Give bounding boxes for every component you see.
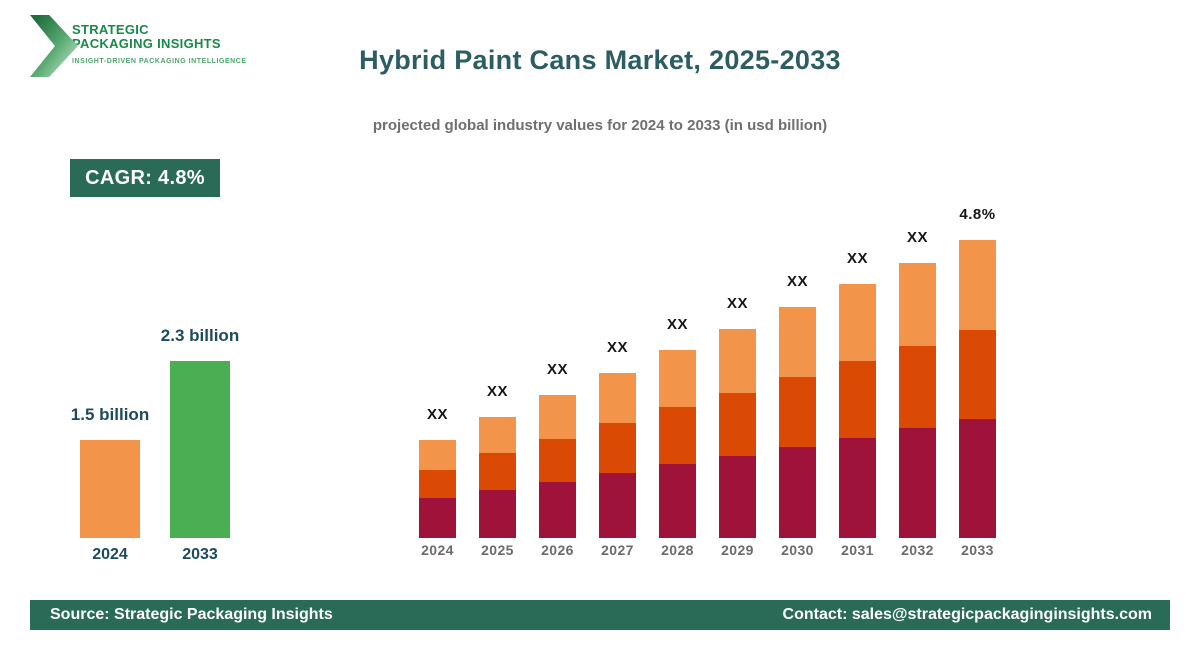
stacked-bar-2032-segment-middle <box>899 346 936 428</box>
stacked-bar-2032-segment-top <box>899 263 936 346</box>
stacked-bar-2030-segment-top <box>779 307 816 377</box>
mini-bar-2024 <box>80 440 140 538</box>
stacked-bar-2031-segment-top <box>839 284 876 361</box>
stacked-bar-2031-segment-middle <box>839 361 876 438</box>
stacked-bar-label-2032: XX <box>906 229 928 246</box>
stacked-bar-2033-segment-bottom <box>959 419 996 538</box>
stacked-bar-label-2033: 4.8% <box>959 206 996 223</box>
stacked-bar-label-2026: XX <box>546 361 568 378</box>
stacked-bar-2032-segment-bottom <box>899 428 936 538</box>
mini-bar-year-2033: 2033 <box>182 546 218 563</box>
footer-source: Source: Strategic Packaging Insights <box>50 606 333 623</box>
stacked-bar-label-2029: XX <box>726 295 748 312</box>
stacked-bar-2028-segment-bottom <box>659 464 696 538</box>
stacked-bar-2025-segment-middle <box>479 453 516 490</box>
mini-bar-value-2033: 2.3 billion <box>160 326 240 345</box>
brand-tagline: INSIGHT-DRIVEN PACKAGING INTELLIGENCE <box>72 58 247 65</box>
stacked-bar-2027-segment-bottom <box>599 473 636 538</box>
stacked-bar-year-2031: 2031 <box>841 542 874 558</box>
stacked-bar-2029-segment-middle <box>719 393 756 456</box>
footer-bar: Source: Strategic Packaging Insights Con… <box>30 600 1170 630</box>
stacked-bar-year-2027: 2027 <box>601 542 634 558</box>
brand-logo-text: STRATEGIC PACKAGING INSIGHTS INSIGHT-DRI… <box>72 12 247 66</box>
cagr-badge: CAGR: 4.8% <box>70 159 220 197</box>
stacked-bar-2029-segment-bottom <box>719 456 756 538</box>
brand-name-line1: STRATEGIC <box>72 22 149 37</box>
stacked-bar-2030-segment-middle <box>779 377 816 447</box>
stacked-bar-2028-segment-middle <box>659 407 696 464</box>
stacked-bar-2031-segment-bottom <box>839 438 876 538</box>
footer-contact: Contact: sales@strategicpackaginginsight… <box>782 606 1152 623</box>
stacked-bar-year-2032: 2032 <box>901 542 934 558</box>
stacked-bar-2026-segment-bottom <box>539 482 576 538</box>
stacked-bar-2024-segment-top <box>419 440 456 470</box>
stacked-bar-2025-segment-bottom <box>479 490 516 538</box>
stacked-bar-2026-segment-top <box>539 395 576 439</box>
stacked-bar-2025-segment-top <box>479 417 516 453</box>
page-subtitle: projected global industry values for 202… <box>372 117 828 134</box>
stacked-bar-2024-segment-bottom <box>419 498 456 538</box>
stacked-bar-2027-segment-middle <box>599 423 636 473</box>
stacked-bar-year-2025: 2025 <box>481 542 514 558</box>
stacked-bar-2033-segment-top <box>959 240 996 330</box>
stacked-bar-label-2027: XX <box>606 339 628 356</box>
stacked-bar-label-2028: XX <box>666 316 688 333</box>
stacked-bar-label-2025: XX <box>486 383 508 400</box>
stacked-bar-year-2024: 2024 <box>421 542 454 558</box>
stacked-bar-year-2030: 2030 <box>781 542 814 558</box>
stacked-bar-2026-segment-middle <box>539 439 576 482</box>
brand-name-line2: PACKAGING INSIGHTS <box>72 36 221 51</box>
stacked-bar-2028-segment-top <box>659 350 696 407</box>
stacked-bar-year-2028: 2028 <box>661 542 694 558</box>
stacked-bar-year-2029: 2029 <box>721 542 754 558</box>
mini-bar-year-2024: 2024 <box>92 546 128 563</box>
stacked-bar-year-2033: 2033 <box>961 542 994 558</box>
stacked-bar-2033-segment-middle <box>959 330 996 419</box>
stacked-bar-label-2031: XX <box>846 250 868 267</box>
stacked-bar-2029-segment-top <box>719 329 756 393</box>
stacked-bar-2030-segment-bottom <box>779 447 816 538</box>
mini-bar-value-2024: 1.5 billion <box>70 405 150 424</box>
mini-bar-2033 <box>170 361 230 538</box>
stacked-bar-2024-segment-middle <box>419 470 456 498</box>
stacked-bar-year-2026: 2026 <box>541 542 574 558</box>
stacked-bar-label-2024: XX <box>426 406 448 423</box>
page-title: Hybrid Paint Cans Market, 2025-2033 <box>359 45 841 75</box>
stacked-bar-2027-segment-top <box>599 373 636 423</box>
stacked-bar-label-2030: XX <box>786 273 808 290</box>
brand-logo: STRATEGIC PACKAGING INSIGHTS INSIGHT-DRI… <box>30 12 247 77</box>
